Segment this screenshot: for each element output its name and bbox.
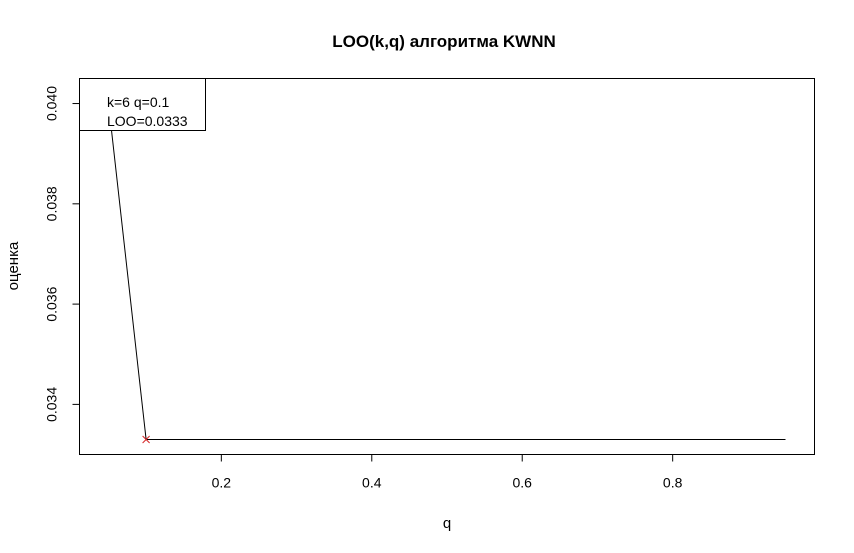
- legend: k=6 q=0.1 LOO=0.0333: [79, 78, 206, 131]
- x-tick-label: 0.4: [362, 475, 382, 491]
- plot-frame: [79, 78, 815, 455]
- highlight-layer: [142, 435, 150, 444]
- series-layer: [108, 103, 786, 440]
- y-tick-label: 0.040: [44, 86, 60, 121]
- y-tick-label: 0.036: [44, 286, 60, 321]
- x-tick-label: 0.2: [212, 475, 232, 491]
- y-axis-label: оценка: [5, 241, 22, 290]
- legend-line-k-q: k=6 q=0.1: [107, 94, 169, 110]
- legend-box: [79, 78, 206, 131]
- legend-line-loo: LOO=0.0333: [107, 113, 188, 129]
- loo-series-line: [108, 103, 786, 440]
- chart-title: LOO(k,q) алгоритма KWNN: [332, 32, 556, 51]
- y-tick-label: 0.034: [44, 387, 60, 422]
- x-tick-label: 0.8: [663, 475, 683, 491]
- x-tick-label: 0.6: [512, 475, 532, 491]
- min-point-marker: [142, 435, 150, 444]
- x-axis-label: q: [443, 515, 451, 532]
- y-tick-label: 0.038: [44, 186, 60, 221]
- y-axis: 0.034 0.036 0.038 0.040: [44, 86, 80, 422]
- x-axis: 0.2 0.4 0.6 0.8: [212, 454, 683, 491]
